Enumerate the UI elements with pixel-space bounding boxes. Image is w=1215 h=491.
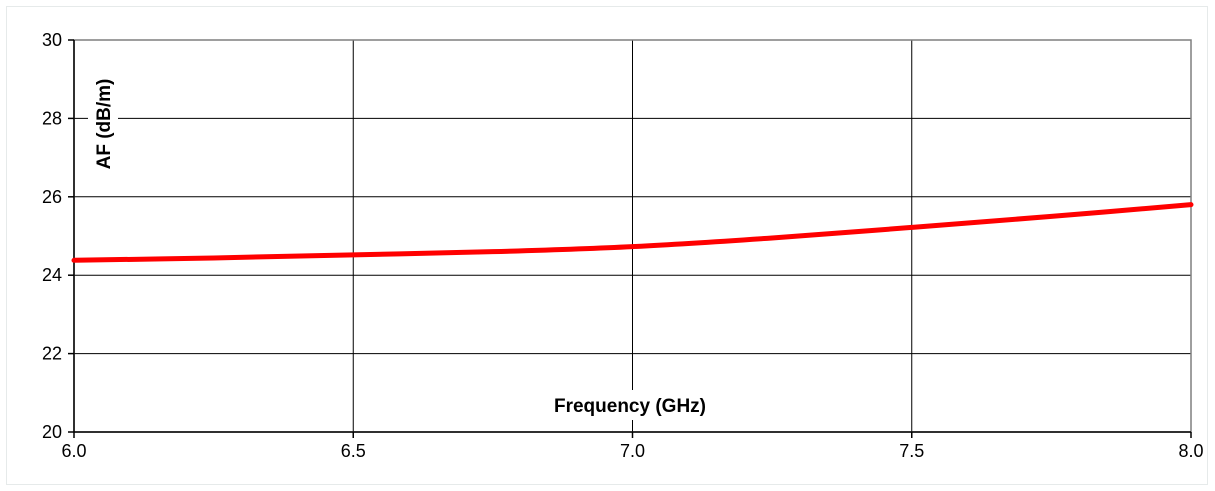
y-tick-label: 20 [42,422,62,442]
x-axis-title-background [527,390,733,420]
y-tick-label: 24 [42,265,62,285]
y-tick-label: 28 [42,108,62,128]
y-tick-label: 22 [42,344,62,364]
series-layer [71,202,1194,263]
y-tick-label: 26 [42,187,62,207]
x-axis-ticks: 6.0 6.5 7.0 7.5 8.0 [61,432,1204,461]
x-tick-label: 8.0 [1178,441,1203,461]
x-tick-label: 6.0 [61,441,86,461]
y-axis-ticks: 20 22 24 26 28 30 [42,30,74,442]
x-tick-label: 7.5 [899,441,924,461]
y-axis-title: AF (dB/m) [94,79,115,170]
x-tick-label: 7.0 [620,441,645,461]
af-series-line [71,202,1194,263]
x-tick-label: 6.5 [341,441,366,461]
x-axis-title: Frequency (GHz) [554,396,706,417]
x-axis-title-group: Frequency (GHz) [527,390,733,420]
y-axis-title-background [88,74,118,182]
y-tick-label: 30 [42,30,62,50]
y-axis-title-group: AF (dB/m) [88,74,118,182]
